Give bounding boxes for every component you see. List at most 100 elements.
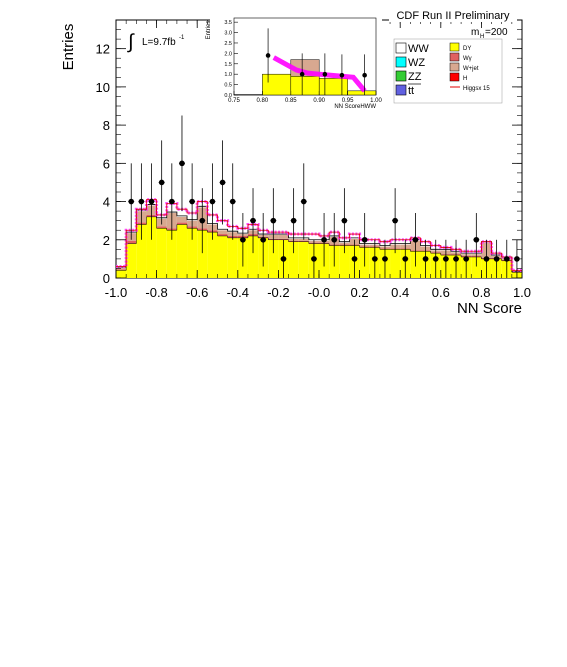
bar-DY <box>146 216 157 278</box>
inset-signal-band <box>272 55 367 93</box>
bar-Wγ <box>176 222 188 225</box>
y-tick-label: 2 <box>103 233 110 248</box>
x-tick-label: 0.6 <box>432 285 450 300</box>
data-point <box>432 256 439 262</box>
data-point <box>189 198 195 205</box>
x-axis-label: NN Score <box>457 300 522 317</box>
inset-x-tick-label: 0.80 <box>257 98 269 104</box>
bar-DY <box>339 245 350 278</box>
title-box <box>389 8 517 22</box>
mass-symbol: m <box>471 27 479 38</box>
inset-x-label: NN ScoreHWW <box>334 104 376 110</box>
bar-Wγ <box>278 238 289 240</box>
inset-y-tick-label: 0.0 <box>224 93 232 99</box>
legend-label-WZ: WZ <box>408 57 425 69</box>
y-tick-label: 10 <box>96 80 110 95</box>
legend-label-WW: WW <box>408 43 429 55</box>
inset-y-tick-label: 1.0 <box>224 72 232 78</box>
inset-x-tick-label: 0.95 <box>342 98 354 104</box>
data-point <box>443 256 449 262</box>
data-point <box>219 179 226 186</box>
data-point <box>280 256 287 262</box>
legend-swatch-DY <box>449 42 460 52</box>
bar-DY <box>187 228 198 278</box>
bar-DY <box>116 270 127 278</box>
signal-line <box>116 199 522 271</box>
data-point <box>158 179 165 186</box>
inset-y-tick-label: 3.0 <box>224 31 232 37</box>
bar-W+jet <box>176 216 188 223</box>
data-point <box>128 198 135 205</box>
legend-label-tt: tt <box>408 85 414 97</box>
bar-DY <box>126 243 137 278</box>
x-tick-label: -1.0 <box>105 285 127 300</box>
bar-DY <box>227 237 238 278</box>
legend-swatch-ZZ <box>395 70 407 82</box>
signal-band <box>116 198 522 272</box>
bar-WW <box>217 229 228 231</box>
data-point <box>290 217 297 224</box>
mass-subscript: H <box>480 34 484 40</box>
mass-label: m H =200 <box>471 27 508 40</box>
dy-outline <box>116 216 522 273</box>
data-point <box>473 236 480 243</box>
data-point <box>331 236 338 243</box>
x-tick-label: -0.0 <box>308 285 330 300</box>
inset-x-tick-label: 1.00 <box>370 98 382 104</box>
bar-Wγ <box>116 269 127 271</box>
x-tick-label: -0.2 <box>267 285 289 300</box>
bar-Wγ <box>298 240 309 242</box>
bar-DY <box>268 239 279 278</box>
data-point <box>311 256 317 262</box>
legend-label-DY: DY <box>463 46 471 52</box>
inset-data-point <box>339 72 345 78</box>
bar-DY <box>471 256 482 278</box>
inset-plot: Entries NN ScoreHWW 0.75 0.80 0.85 0.90 0.95… <box>206 12 382 110</box>
inset-bar-DY <box>290 76 320 96</box>
legend-swatch-H <box>449 72 460 82</box>
legend-label-ZZ: ZZ <box>408 71 422 83</box>
data-point <box>514 256 520 262</box>
x-tick-label: 0.2 <box>351 285 369 300</box>
data-point <box>260 236 266 243</box>
legend-swatch-W+jet <box>449 62 460 72</box>
data-point <box>483 256 490 262</box>
y-tick-label: 0 <box>103 271 110 286</box>
chart-title: CDF Run II Preliminary <box>396 10 510 22</box>
y-tick-label: 8 <box>103 118 110 133</box>
bar-WW <box>278 234 289 235</box>
inset-x-tick-label: 0.75 <box>228 98 240 104</box>
data-points <box>128 115 520 278</box>
inset-data-point <box>362 72 367 78</box>
data-point <box>412 236 419 243</box>
bar-DY <box>166 230 177 278</box>
bar-Wγ <box>217 234 228 236</box>
legend-swatch-Wγ <box>449 52 460 62</box>
legend-label-H: H <box>463 76 467 82</box>
data-point <box>270 217 277 224</box>
inset-y-tick-label: 1.5 <box>224 62 232 68</box>
inset-bar-DY <box>318 78 348 96</box>
bar-WW <box>349 237 360 239</box>
bar-DY <box>298 241 309 278</box>
inset-data-point <box>265 53 271 58</box>
bar-DY <box>136 224 147 278</box>
inset-y-label: Entries <box>206 21 212 40</box>
bar-W+jet <box>116 267 127 270</box>
bar-WW <box>176 215 188 217</box>
data-point <box>341 217 348 224</box>
bar-DY <box>247 235 259 278</box>
data-point <box>229 198 236 205</box>
inset-y-tick-label: 2.0 <box>224 51 232 57</box>
data-point <box>422 256 429 262</box>
stacked-histograms <box>115 204 522 278</box>
data-point <box>179 160 185 167</box>
bar-Wγ <box>156 226 167 229</box>
inset-x-tick-label: 0.90 <box>313 98 325 104</box>
inset-data-point <box>322 71 328 77</box>
x-tick-label: 0.4 <box>391 285 409 300</box>
data-point <box>209 198 216 205</box>
data-point <box>250 217 256 224</box>
legend-swatch-tt <box>395 84 407 96</box>
legend-swatch-WW <box>395 42 407 54</box>
